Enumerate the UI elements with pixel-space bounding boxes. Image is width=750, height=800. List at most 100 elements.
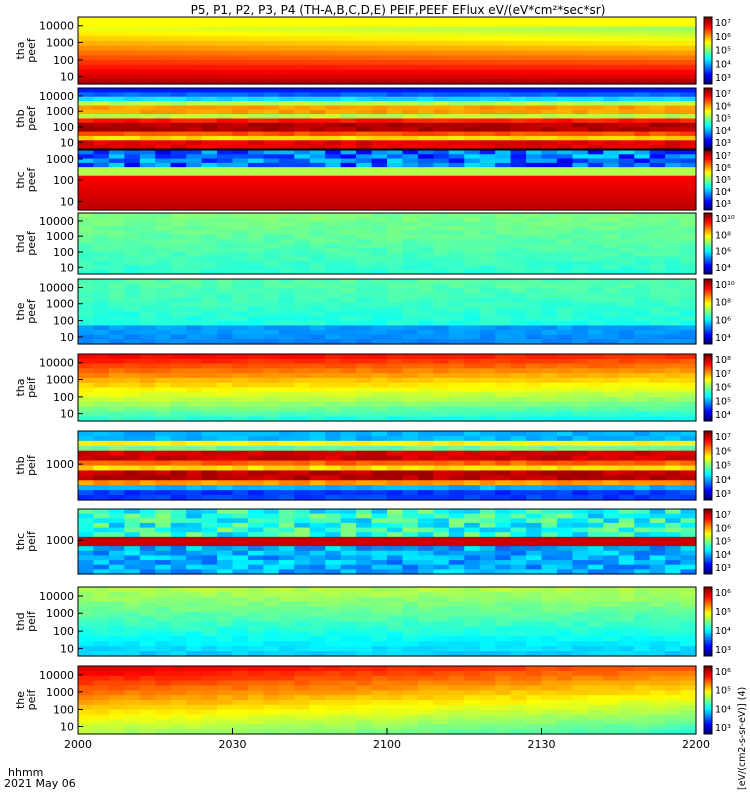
heatmap-cell <box>417 320 434 327</box>
heatmap-cell <box>325 205 342 211</box>
heatmap-cell <box>387 247 404 253</box>
heatmap-cell <box>649 445 666 452</box>
heatmap-cell <box>356 377 373 384</box>
heatmap-cell <box>433 118 450 124</box>
heatmap-cell <box>170 485 187 491</box>
heatmap-cell <box>217 234 234 240</box>
heatmap-cell <box>510 536 527 543</box>
heatmap-cell <box>232 92 249 98</box>
heatmap-cell <box>263 197 280 203</box>
heatmap-cell <box>371 205 388 211</box>
heatmap-cell <box>387 36 404 42</box>
heatmap-cell <box>387 591 404 598</box>
heatmap-cell <box>170 513 187 519</box>
heatmap-cell <box>201 440 218 447</box>
heatmap-cell <box>402 306 419 313</box>
heatmap-cell <box>201 288 218 294</box>
heatmap-cell <box>634 109 651 115</box>
heatmap-cell <box>278 26 295 32</box>
heatmap-cell <box>433 17 450 23</box>
heatmap-cell <box>247 532 264 538</box>
heatmap-cell <box>217 587 234 593</box>
heatmap-cell <box>649 330 666 336</box>
heatmap-cell <box>510 192 527 198</box>
heatmap-cell <box>495 435 512 442</box>
heatmap-cell <box>526 406 543 413</box>
heatmap-cell <box>464 465 481 472</box>
heatmap-cell <box>247 118 264 124</box>
heatmap-cell <box>634 406 651 413</box>
heatmap-cell <box>93 387 110 393</box>
heatmap-cell <box>340 532 357 538</box>
heatmap-cell <box>371 541 388 547</box>
heatmap-cell <box>278 358 295 365</box>
heatmap-cell <box>448 118 465 124</box>
heatmap-cell <box>139 127 156 133</box>
heatmap-cell <box>217 397 234 403</box>
heatmap-cell <box>247 330 264 336</box>
heatmap-cell <box>93 197 110 203</box>
heatmap-cell <box>587 167 604 173</box>
heatmap-cell <box>464 192 481 198</box>
heatmap-cell <box>78 88 95 93</box>
heatmap-cell <box>263 373 280 379</box>
heatmap-cell <box>417 122 434 128</box>
heatmap-cell <box>217 74 234 80</box>
heatmap-cell <box>402 252 419 258</box>
heatmap-cell <box>217 550 234 557</box>
heatmap-cell <box>139 260 156 266</box>
heatmap-cell <box>108 334 125 340</box>
heatmap-cell <box>247 239 264 245</box>
heatmap-cell <box>603 509 620 515</box>
heatmap-cell <box>634 96 651 102</box>
heatmap-cell <box>603 485 620 491</box>
heatmap-cell <box>356 217 373 223</box>
heatmap-cell <box>278 363 295 369</box>
heatmap-cell <box>294 260 311 266</box>
heatmap-cell <box>201 60 218 66</box>
heatmap-cell <box>433 316 450 322</box>
heatmap-cell <box>340 555 357 561</box>
heatmap-cell <box>587 79 604 85</box>
heatmap-cell <box>649 325 666 331</box>
heatmap-cell <box>93 397 110 403</box>
heatmap-cell <box>124 358 141 365</box>
heatmap-cell <box>634 17 651 23</box>
heatmap-cell <box>526 184 543 190</box>
heatmap-cell <box>387 368 404 374</box>
heatmap-cell <box>263 252 280 258</box>
colorbar-frame <box>703 212 713 275</box>
heatmap-cell <box>665 101 682 107</box>
heatmap-cell <box>108 192 125 198</box>
heatmap-cell <box>217 330 234 336</box>
heatmap-cell <box>680 217 697 223</box>
heatmap-cell <box>263 21 280 28</box>
heatmap-cell <box>665 334 682 340</box>
heatmap-cell <box>556 411 573 417</box>
heatmap-cell <box>340 411 357 417</box>
heatmap-cell <box>93 406 110 413</box>
heatmap-cell <box>433 455 450 462</box>
heatmap-cell <box>479 221 496 227</box>
heatmap-cell <box>108 154 125 160</box>
heatmap-cell <box>495 122 512 128</box>
heatmap-cell <box>232 213 249 218</box>
heatmap-cell <box>572 475 589 481</box>
heatmap-cell <box>278 532 295 538</box>
heatmap-cell <box>680 184 697 190</box>
heatmap-cell <box>217 265 234 271</box>
colorbar-segment <box>704 474 712 478</box>
heatmap-cell <box>402 118 419 124</box>
heatmap-cell <box>155 591 172 598</box>
heatmap-cell <box>433 150 450 155</box>
heatmap-cell <box>340 154 357 160</box>
heatmap-cell <box>309 455 326 462</box>
heatmap-cell <box>433 188 450 194</box>
heatmap-cell <box>325 260 342 266</box>
heatmap-cell <box>448 306 465 313</box>
heatmap-cell <box>448 555 465 561</box>
heatmap-cell <box>634 411 651 417</box>
heatmap-cell <box>309 302 326 308</box>
heatmap-cell <box>587 470 604 476</box>
heatmap-cell <box>371 243 388 249</box>
